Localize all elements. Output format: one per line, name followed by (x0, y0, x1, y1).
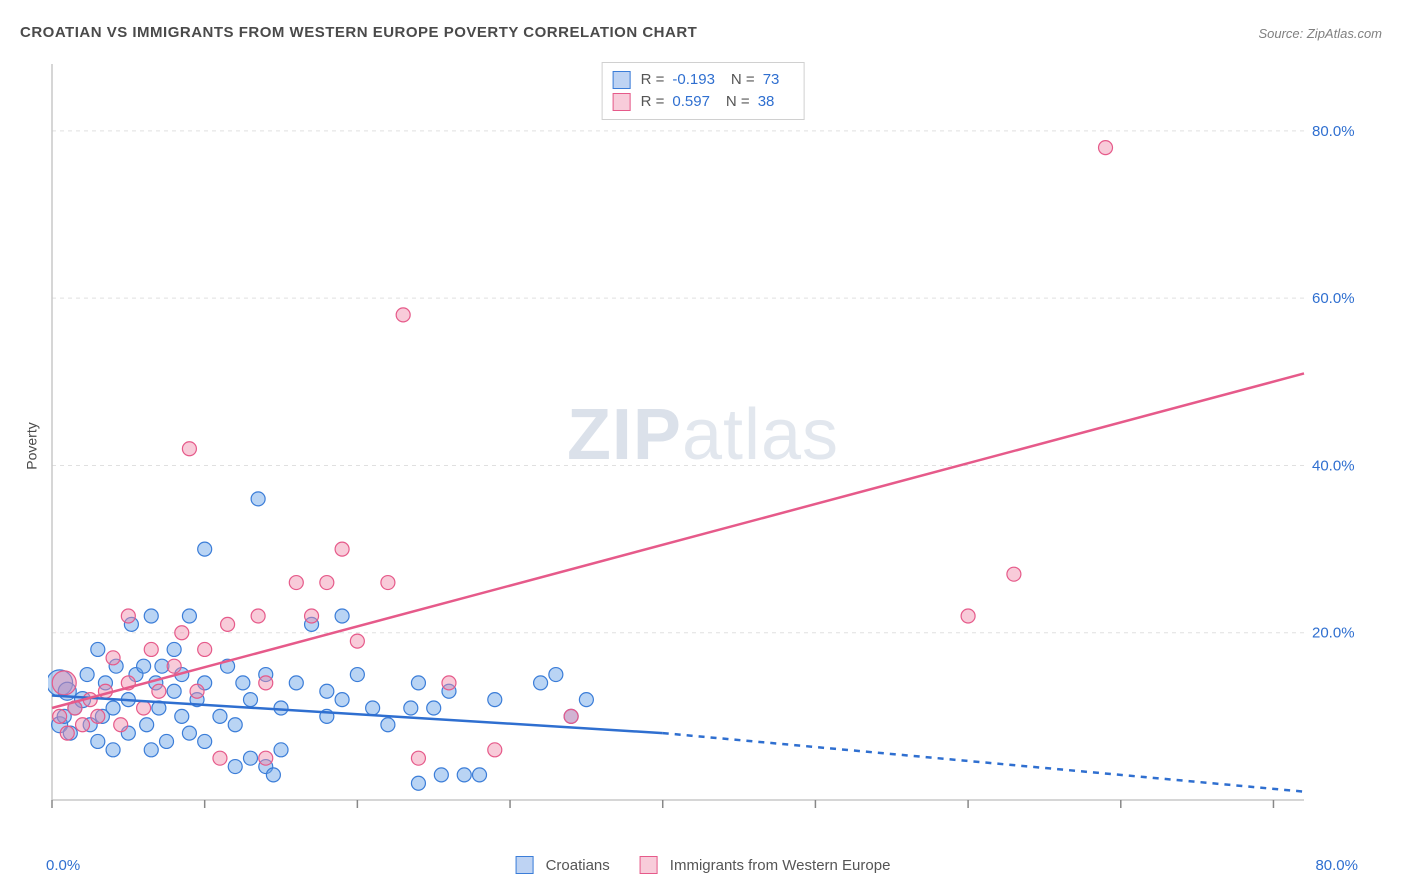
legend: Croatians Immigrants from Western Europe (516, 856, 891, 874)
svg-text:60.0%: 60.0% (1312, 290, 1355, 307)
x-axis-max-label: 80.0% (1315, 857, 1358, 874)
plot-container: 20.0%40.0%60.0%80.0% ZIPatlas (48, 60, 1358, 830)
chart-title: CROATIAN VS IMMIGRANTS FROM WESTERN EURO… (20, 24, 697, 41)
legend-item-immigrants: Immigrants from Western Europe (640, 856, 891, 874)
legend-item-croatians: Croatians (516, 856, 610, 874)
correlation-stats-box: R =-0.193 N =73 R =0.597 N =38 (602, 62, 805, 120)
swatch-icon (613, 93, 631, 111)
svg-text:20.0%: 20.0% (1312, 625, 1355, 642)
stats-row-croatians: R =-0.193 N =73 (613, 69, 790, 91)
x-axis-min-label: 0.0% (46, 857, 80, 874)
stats-row-immigrants: R =0.597 N =38 (613, 91, 790, 113)
scatter-plot-svg: 20.0% 40.0% 60.0% 80.0% (48, 60, 1358, 830)
svg-text:80.0%: 80.0% (1312, 123, 1355, 140)
swatch-icon (516, 856, 534, 874)
swatch-icon (640, 856, 658, 874)
source-attribution: Source: ZipAtlas.com (1258, 26, 1382, 41)
swatch-icon (613, 71, 631, 89)
svg-text:40.0%: 40.0% (1312, 457, 1355, 474)
y-axis-label: Poverty (24, 422, 40, 469)
